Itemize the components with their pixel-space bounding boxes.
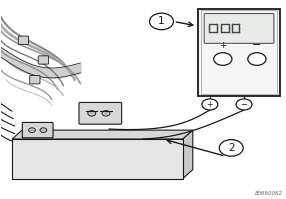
Polygon shape <box>183 130 193 179</box>
Circle shape <box>40 128 47 133</box>
Text: +: + <box>219 41 227 50</box>
Text: 2: 2 <box>228 143 235 153</box>
Circle shape <box>202 99 218 110</box>
Circle shape <box>248 53 266 65</box>
Circle shape <box>214 53 232 65</box>
Text: −: − <box>241 100 248 109</box>
FancyBboxPatch shape <box>38 56 49 64</box>
Text: 80660062: 80660062 <box>255 191 283 196</box>
Circle shape <box>29 128 35 133</box>
Bar <box>201 10 277 94</box>
FancyBboxPatch shape <box>204 14 274 43</box>
Bar <box>12 139 183 179</box>
Text: +: + <box>207 100 213 109</box>
Text: 1: 1 <box>158 17 165 26</box>
FancyBboxPatch shape <box>31 131 49 137</box>
Circle shape <box>219 140 243 156</box>
FancyBboxPatch shape <box>18 36 29 44</box>
FancyBboxPatch shape <box>79 102 122 124</box>
FancyBboxPatch shape <box>30 76 40 84</box>
Circle shape <box>150 13 173 30</box>
Circle shape <box>236 99 252 110</box>
FancyBboxPatch shape <box>22 122 53 138</box>
Text: −: − <box>252 40 262 50</box>
Circle shape <box>102 111 110 116</box>
Bar <box>198 9 280 96</box>
Circle shape <box>88 111 96 116</box>
Polygon shape <box>12 130 193 139</box>
